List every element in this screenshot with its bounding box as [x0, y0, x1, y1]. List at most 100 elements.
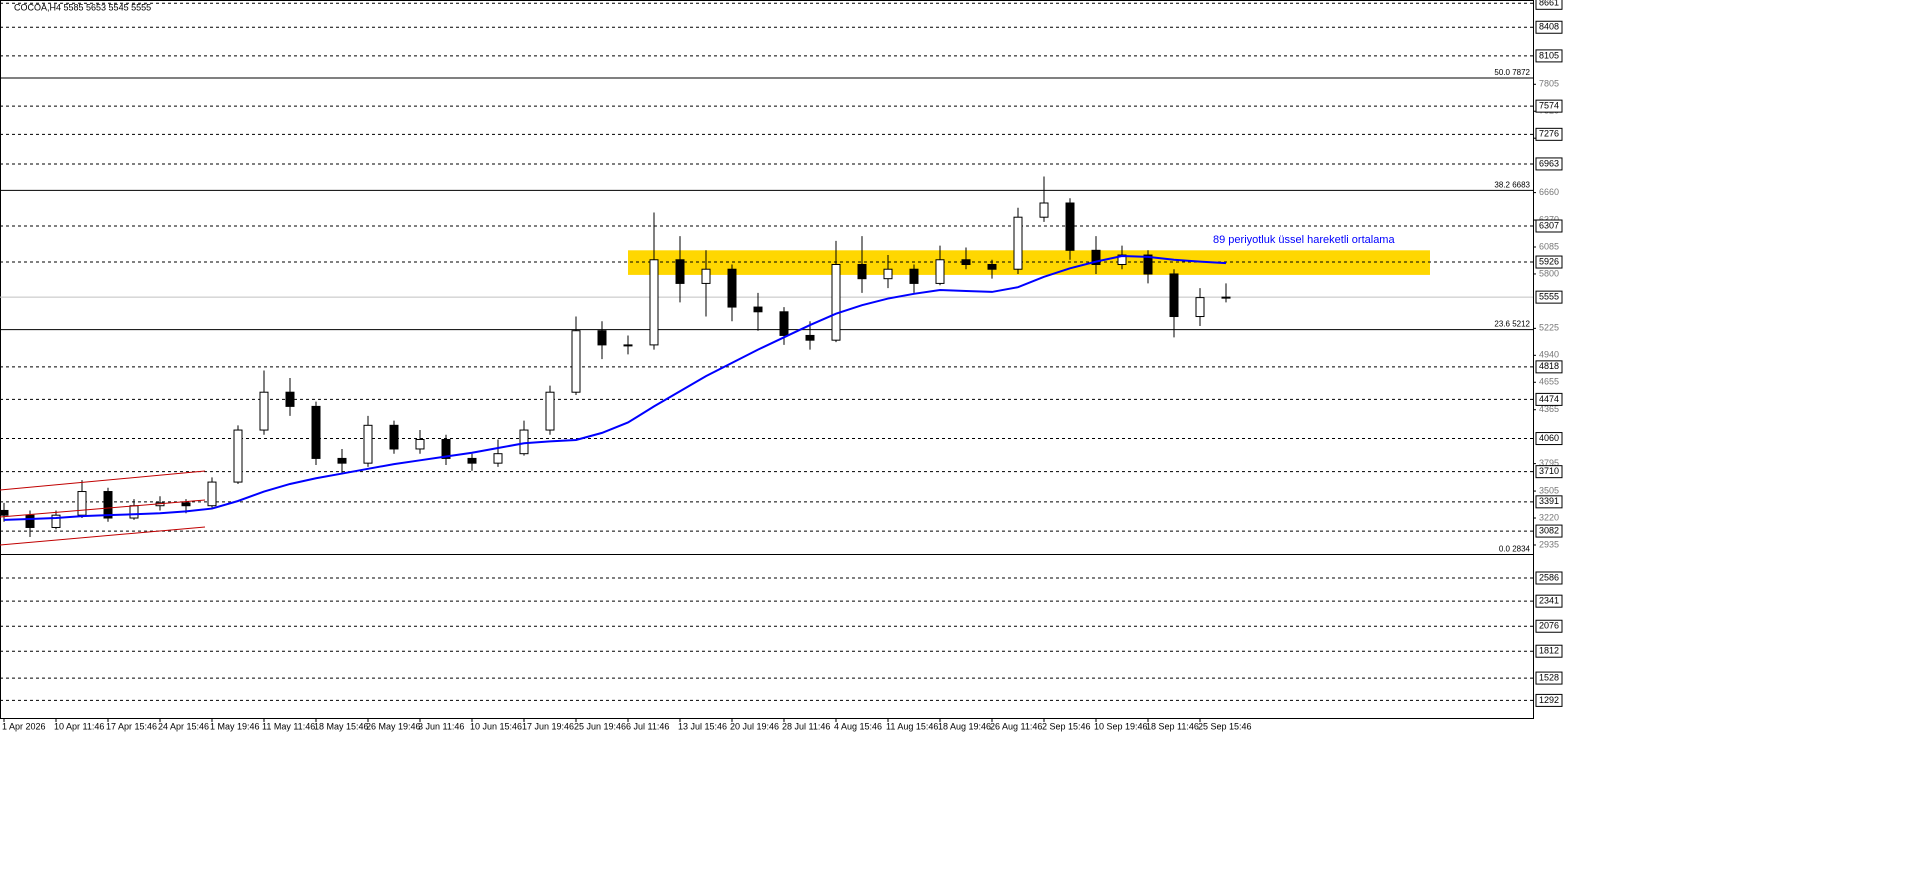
x-tick-label: 4 Aug 15:46: [834, 721, 882, 731]
level-label: 2586: [1539, 572, 1559, 582]
candle-body: [1039, 202, 1049, 218]
x-tick-label: 1 Apr 2026: [2, 721, 46, 731]
candle-body: [311, 405, 321, 459]
y-tick-label: 3220: [1539, 512, 1559, 522]
level-label: 8105: [1539, 50, 1559, 60]
y-tick-label: 6370: [1539, 214, 1559, 224]
layer: [0, 2, 1533, 701]
candle-body: [1221, 296, 1231, 299]
level-label: 1292: [1539, 695, 1559, 705]
level-label: 8661: [1539, 0, 1559, 8]
channel-line: [0, 470, 206, 491]
y-tick-label: 5225: [1539, 323, 1559, 333]
candle-body: [25, 514, 35, 528]
level-box: [1535, 49, 1563, 63]
level-label: 8408: [1539, 22, 1559, 32]
candle-body: [441, 439, 451, 459]
level-box: [1535, 619, 1563, 633]
level-label: 2341: [1539, 596, 1559, 606]
candle-body: [285, 391, 295, 407]
x-tick-label: 17 Apr 15:46: [106, 721, 157, 731]
candle-body: [1195, 297, 1205, 318]
level-box: [1535, 594, 1563, 608]
x-tick-label: 18 May 15:46: [314, 721, 369, 731]
x-tick-label: 25 Jun 19:46: [574, 721, 626, 731]
x-tick-label: 25 Sep 15:46: [1198, 721, 1252, 731]
level-box: [1535, 432, 1563, 446]
candle-body: [935, 259, 945, 284]
x-tick-label: 10 Jun 15:46: [470, 721, 522, 731]
candle-body: [805, 334, 815, 341]
y-tick-label: 3505: [1539, 485, 1559, 495]
y-tick-label: 6085: [1539, 241, 1559, 251]
y-tick-label: 4365: [1539, 404, 1559, 414]
level-box: [1535, 495, 1563, 509]
level-box: [1535, 0, 1563, 10]
x-tick-label: 2 Sep 15:46: [1042, 721, 1091, 731]
annotation: 89 periyotluk üssel hareketli ortalama: [1213, 234, 1395, 246]
candle-body: [181, 502, 191, 507]
level-label: 4818: [1539, 361, 1559, 371]
candle-body: [857, 263, 867, 280]
x-tick-label: 10 Sep 19:46: [1094, 721, 1148, 731]
level-label: 1812: [1539, 646, 1559, 656]
candle-body: [727, 268, 737, 308]
level-box: [1535, 360, 1563, 374]
fib-label: 38.2 6683: [1494, 181, 1530, 190]
x-tick-label: 17 Jun 19:46: [522, 721, 574, 731]
chart-title: COCOA,H4 5585 5653 5545 5555: [14, 2, 151, 12]
x-tick-label: 18 Aug 19:46: [938, 721, 991, 731]
x-tick-label: 28 Jul 11:46: [782, 721, 830, 731]
x-tick-label: 3 Jun 11:46: [418, 721, 464, 731]
y-tick-label: 2935: [1539, 539, 1559, 549]
level-label: 2076: [1539, 621, 1559, 631]
level-box: [1535, 524, 1563, 538]
level-label: 4474: [1539, 394, 1559, 404]
level-label: 1528: [1539, 672, 1559, 682]
level-label: 4060: [1539, 433, 1559, 443]
candle-body: [493, 453, 503, 464]
candle-body: [207, 481, 217, 507]
candle-body: [883, 268, 893, 280]
level-box: [1535, 671, 1563, 685]
candle-body: [597, 330, 607, 346]
level-box: [1535, 20, 1563, 34]
level-label: 3710: [1539, 466, 1559, 476]
candle-body: [1013, 216, 1023, 270]
x-tick-label: 26 Aug 11:46: [990, 721, 1042, 731]
plot-frame: [0, 0, 1534, 719]
x-tick-label: 10 Apr 11:46: [54, 721, 104, 731]
candle-body: [1065, 202, 1075, 251]
x-tick-label: 11 May 11:46: [262, 721, 315, 731]
ema-line: [3, 254, 1227, 521]
y-tick-label: 7805: [1539, 79, 1559, 89]
fib-label: 50.0 7872: [1494, 68, 1530, 77]
candle-body: [1143, 254, 1153, 275]
level-box: [1535, 219, 1563, 233]
candle-body: [129, 505, 139, 519]
candle-body: [51, 514, 61, 528]
y-tick-label: 6660: [1539, 187, 1559, 197]
candle-body: [233, 429, 243, 483]
x-tick-label: 13 Jul 15:46: [678, 721, 727, 731]
y-tick-label: 4940: [1539, 350, 1559, 360]
candle-body: [519, 429, 529, 455]
channel-line: [0, 526, 206, 546]
candle-body: [987, 263, 997, 270]
level-box: [1535, 465, 1563, 479]
candle-body: [0, 509, 9, 516]
fib-label: 23.6 5212: [1494, 320, 1530, 329]
level-label: 3082: [1539, 525, 1559, 535]
x-tick-label: 18 Sep 11:46: [1146, 721, 1199, 731]
y-tick-label: 3795: [1539, 458, 1559, 468]
candle-body: [103, 491, 113, 519]
y-tick-label: 4655: [1539, 377, 1559, 387]
candle-body: [337, 457, 347, 464]
level-label: 3391: [1539, 496, 1559, 506]
fib-label: 0.0 2834: [1499, 545, 1531, 554]
candle-body: [363, 424, 373, 464]
candle-body: [753, 306, 763, 313]
zone: [628, 250, 1430, 275]
